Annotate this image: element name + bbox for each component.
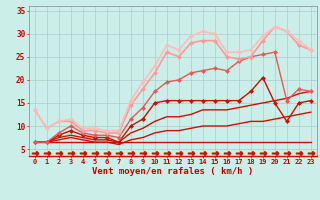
X-axis label: Vent moyen/en rafales ( km/h ): Vent moyen/en rafales ( km/h ) — [92, 167, 253, 176]
